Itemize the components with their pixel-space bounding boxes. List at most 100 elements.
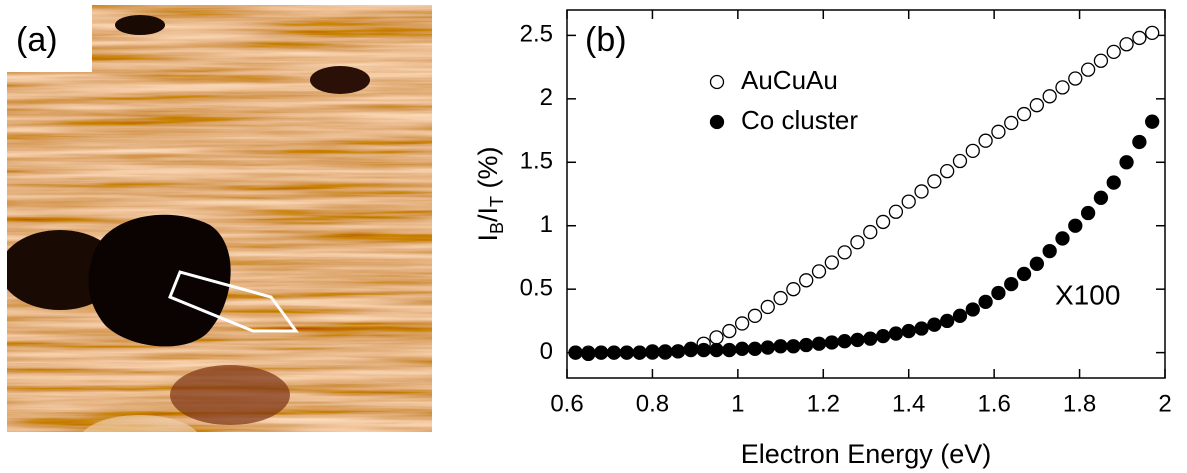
- marker: [1106, 44, 1121, 60]
- marker: [1119, 155, 1134, 170]
- stm-image: [7, 5, 432, 432]
- marker: [837, 334, 852, 349]
- marker: [1080, 205, 1096, 221]
- y-axis-label-part: T: [487, 196, 507, 207]
- marker: [773, 290, 788, 306]
- marker: [606, 345, 622, 360]
- marker: [747, 341, 763, 356]
- y-axis-label-part: (%): [473, 146, 503, 196]
- marker: [786, 282, 801, 297]
- y-axis-label-part: B: [487, 222, 507, 234]
- marker: [850, 332, 865, 348]
- y-axis-label: IB/IT (%): [473, 146, 507, 241]
- marker: [1004, 276, 1019, 292]
- x-tick-label: 1.6: [977, 390, 1010, 417]
- marker: [734, 341, 750, 356]
- marker: [863, 224, 878, 240]
- y-tick-label: 0: [540, 338, 553, 365]
- marker: [1132, 134, 1147, 150]
- marker: [901, 323, 916, 339]
- marker: [568, 345, 583, 360]
- plot-frame: [566, 9, 1166, 379]
- marker: [940, 313, 955, 329]
- marker: [965, 143, 980, 159]
- series: [568, 114, 1160, 362]
- legend-marker: [709, 114, 725, 130]
- x-tick-label: 0.6: [550, 390, 583, 417]
- marker: [965, 302, 980, 317]
- marker: [824, 255, 839, 270]
- y-tick-label: 1.5: [520, 148, 553, 175]
- marker: [1004, 115, 1019, 131]
- x-tick-label: 2: [1158, 390, 1171, 417]
- marker: [1029, 98, 1045, 113]
- y-tick-label: 0.5: [520, 275, 553, 302]
- y-tick-label: 1: [540, 211, 553, 238]
- marker: [670, 344, 686, 359]
- marker: [811, 336, 827, 351]
- marker: [1016, 106, 1032, 122]
- marker: [1016, 266, 1032, 282]
- marker: [632, 345, 647, 360]
- marker: [1132, 30, 1147, 46]
- marker: [914, 321, 929, 336]
- panel-label: (b): [585, 21, 627, 59]
- marker: [1042, 89, 1057, 104]
- marker: [1093, 190, 1109, 205]
- marker: [619, 345, 634, 360]
- marker: [1029, 256, 1045, 271]
- marker: [581, 346, 596, 362]
- marker: [773, 339, 788, 354]
- marker: [991, 124, 1006, 139]
- marker: [824, 335, 839, 350]
- marker: [837, 245, 852, 260]
- marker: [927, 317, 942, 332]
- y-tick-label: 2.5: [520, 21, 553, 48]
- marker: [901, 194, 916, 209]
- marker: [1093, 53, 1109, 68]
- marker: [952, 153, 968, 169]
- marker: [696, 342, 711, 358]
- marker: [645, 344, 660, 359]
- label-box: [0, 0, 92, 72]
- marker: [799, 273, 814, 288]
- marker: [1145, 114, 1160, 129]
- marker: [888, 204, 904, 219]
- marker: [734, 316, 750, 331]
- marker: [927, 174, 942, 189]
- panel-label: (a): [16, 21, 58, 59]
- y-axis-label-part: I: [473, 234, 503, 242]
- marker: [978, 133, 993, 148]
- marker: [888, 326, 904, 341]
- legend-label: Co cluster: [741, 105, 858, 135]
- marker: [940, 164, 955, 179]
- marker: [747, 308, 763, 323]
- marker: [914, 184, 929, 199]
- marker: [1055, 231, 1070, 246]
- x-axis-label: Electron Energy (eV): [741, 439, 992, 469]
- x-tick-label: 1.2: [807, 390, 840, 417]
- marker: [1119, 37, 1134, 52]
- y-tick-label: 2: [540, 84, 553, 111]
- marker: [658, 344, 673, 359]
- x-tick-label: 1: [731, 390, 744, 417]
- marker: [709, 342, 724, 358]
- marker: [952, 308, 968, 323]
- marker: [1068, 71, 1083, 86]
- marker: [760, 299, 775, 315]
- legend-marker: [709, 74, 725, 90]
- marker: [722, 323, 737, 339]
- marker: [594, 345, 609, 360]
- x-tick-label: 1.8: [1063, 390, 1096, 417]
- marker: [875, 328, 891, 344]
- marker: [850, 235, 865, 250]
- marker: [875, 214, 891, 230]
- annotation: X100: [1055, 279, 1120, 310]
- marker: [1068, 218, 1083, 233]
- marker: [1055, 80, 1070, 95]
- x-tick-label: 1.4: [892, 390, 925, 417]
- marker: [991, 285, 1006, 301]
- marker: [1080, 62, 1096, 77]
- marker: [1106, 175, 1121, 190]
